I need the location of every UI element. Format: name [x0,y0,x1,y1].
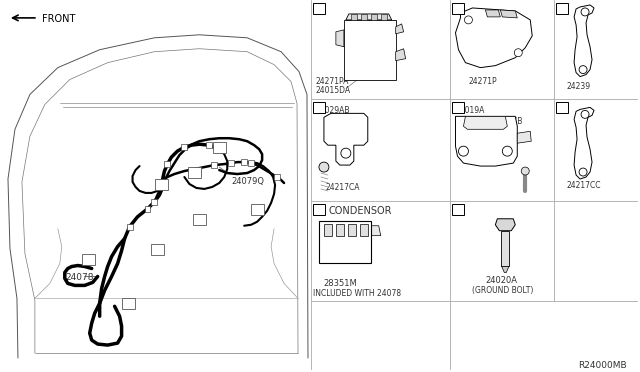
Text: D: D [85,256,90,262]
Text: B: B [255,206,259,212]
Polygon shape [485,10,500,17]
Text: F: F [193,170,196,176]
Text: F: F [559,103,564,112]
Bar [193,214,206,225]
Polygon shape [500,10,517,18]
Bar [501,231,509,266]
Text: CONDENSOR: CONDENSOR [329,206,392,216]
Text: 24078: 24078 [66,273,94,282]
Bar [156,179,168,190]
Text: 24020A: 24020A [485,276,517,285]
Text: A: A [197,216,202,222]
Text: FRONT: FRONT [42,14,76,24]
Text: 24079Q: 24079Q [231,177,264,186]
Polygon shape [574,108,594,179]
Text: 28351M: 28351M [323,279,356,288]
Text: A: A [316,4,322,13]
Text: G: G [316,205,323,214]
Text: H: H [125,301,130,307]
Text: C: C [559,4,565,13]
Polygon shape [324,113,368,165]
Text: 24217CB: 24217CB [488,117,523,126]
Polygon shape [456,116,517,166]
Polygon shape [574,5,594,77]
Bar [213,142,227,153]
Circle shape [458,146,468,156]
Circle shape [521,167,529,175]
Bar [381,14,387,20]
Bar [206,142,212,148]
Bar [351,14,357,20]
Text: 24019A: 24019A [456,106,485,115]
Bar [251,204,264,215]
Text: 24029AB: 24029AB [316,106,351,115]
Text: C: C [217,145,221,151]
Polygon shape [495,219,515,231]
Circle shape [341,148,351,158]
Polygon shape [456,8,532,68]
Circle shape [319,162,329,172]
Text: D: D [316,103,323,112]
Bar [145,206,150,212]
Text: E: E [159,182,164,187]
Bar [228,160,234,166]
Bar [248,160,254,166]
Bar [188,167,202,178]
Bar [241,159,247,165]
Polygon shape [396,49,406,61]
Circle shape [581,110,589,118]
Text: 24217CC: 24217CC [566,181,600,190]
Bar [452,204,465,215]
Bar [181,144,188,150]
Text: 24239: 24239 [566,81,590,90]
Polygon shape [501,266,509,272]
Text: R24000MB: R24000MB [578,361,627,370]
Text: INCLUDED WITH 24078: INCLUDED WITH 24078 [313,289,401,298]
Bar [274,174,280,180]
Circle shape [581,8,589,16]
Bar [336,224,344,236]
Text: E: E [456,103,461,112]
Polygon shape [344,20,396,80]
Text: H: H [455,205,462,214]
Polygon shape [396,24,404,34]
Circle shape [579,168,587,176]
Circle shape [579,65,587,74]
Bar [313,3,325,14]
Polygon shape [346,14,392,20]
Bar [152,244,164,254]
Text: (GROUND BOLT): (GROUND BOLT) [472,286,534,295]
Bar [556,102,568,113]
Bar [361,14,367,20]
Bar [452,3,465,14]
Text: 24271P: 24271P [468,77,497,86]
Bar [319,221,371,263]
Bar [152,199,157,205]
Bar [348,224,356,236]
Bar [122,298,134,309]
Circle shape [515,49,522,57]
Text: 24015DA: 24015DA [316,86,351,94]
Text: 24271PA: 24271PA [316,77,349,86]
Bar [452,102,465,113]
Polygon shape [517,131,531,143]
Bar [82,254,95,264]
Bar [324,224,332,236]
Polygon shape [463,116,508,129]
Circle shape [502,146,512,156]
Bar [211,162,217,168]
Bar [360,224,368,236]
Text: G: G [155,246,160,252]
Text: B: B [456,4,461,13]
Bar [556,3,568,14]
Polygon shape [371,226,381,236]
Circle shape [465,16,472,24]
Text: 24217CA: 24217CA [326,183,360,192]
Bar [313,102,325,113]
Bar [371,14,377,20]
Polygon shape [336,30,344,47]
Bar [164,161,170,167]
Bar [127,224,132,230]
Bar [313,204,325,215]
